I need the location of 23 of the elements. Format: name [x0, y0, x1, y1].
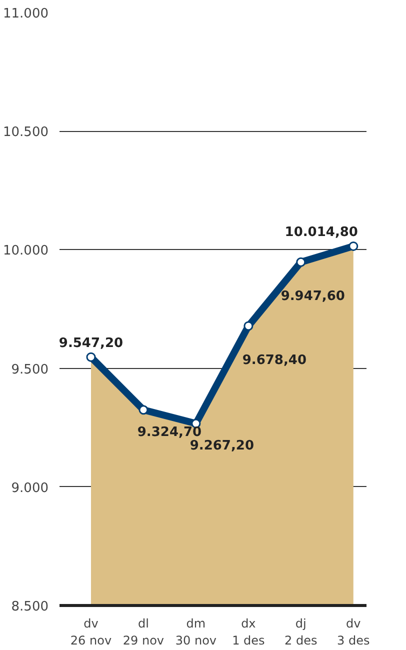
y-tick-label: 9.500 — [11, 362, 48, 378]
data-label: 9.947,60 — [280, 289, 345, 304]
point — [86, 352, 96, 362]
x-tick-label: dv 26 nov — [70, 616, 112, 648]
point — [348, 241, 358, 251]
point — [138, 405, 148, 415]
data-label: 9.678,40 — [242, 352, 307, 368]
point — [244, 321, 254, 331]
data-label: 9.267,20 — [190, 438, 254, 454]
point — [296, 257, 306, 267]
x-tick-label: dx 1 des — [232, 616, 265, 648]
data-label: 10.014,80 — [284, 225, 358, 240]
y-tick-label: 10.000 — [3, 244, 49, 259]
y-tick-label: 8.500 — [11, 600, 48, 614]
y-tick-label: 11.000 — [3, 6, 49, 22]
x-tick-label: dl 29 nov — [122, 616, 164, 648]
y-tick-label: 10.500 — [3, 125, 49, 140]
data-label: 9.547,20 — [58, 336, 124, 352]
data-label: 9.324,70 — [137, 424, 202, 440]
x-tick-label: dm 30 nov — [175, 616, 217, 648]
x-tick-label: dj 2 des — [284, 616, 318, 648]
x-tick-label: dv 3 des — [337, 616, 370, 648]
y-tick-label: 9.000 — [11, 480, 48, 496]
